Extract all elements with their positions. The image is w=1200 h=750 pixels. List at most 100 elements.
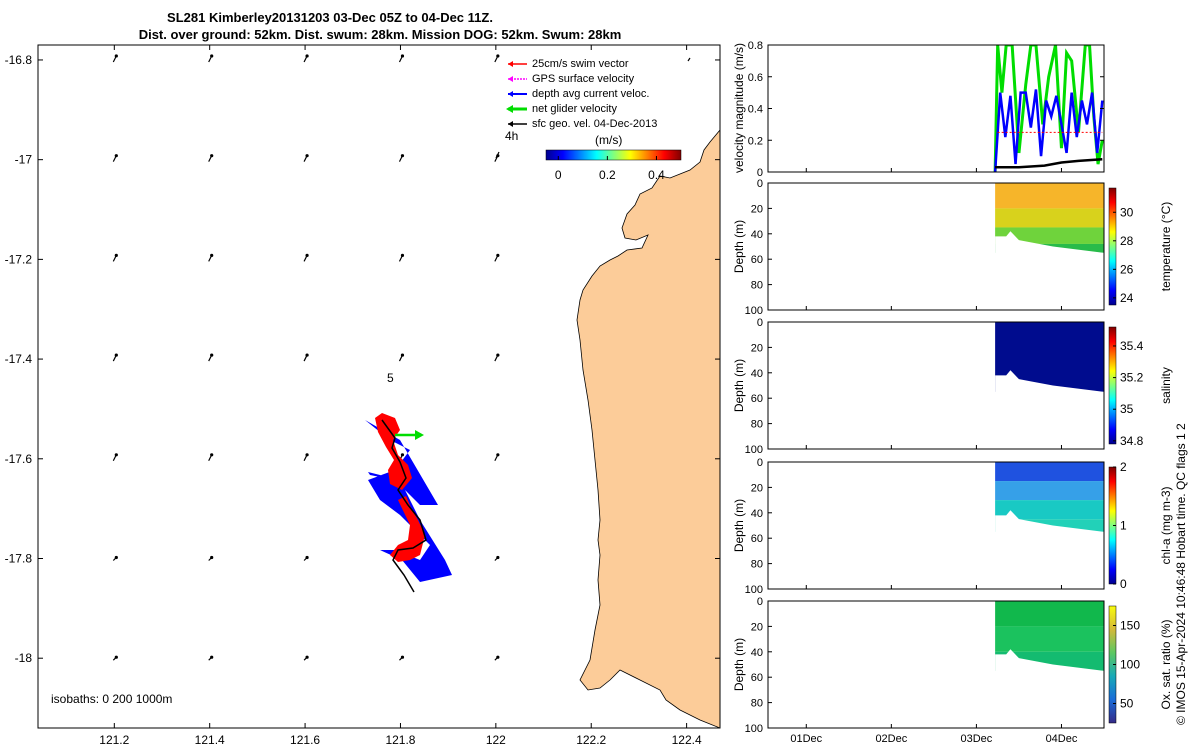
depth-tick-label: 20: [751, 203, 763, 215]
depth-ylabel: Depth (m): [732, 359, 746, 412]
surface-vector-head: [305, 154, 309, 158]
surface-vector-head: [210, 353, 214, 357]
colorbar-tick-label: 35: [1120, 402, 1134, 416]
surface-vector-head: [114, 655, 118, 659]
lon-tick-label: 121.6: [290, 733, 320, 747]
section-data-band: [995, 481, 1104, 501]
surface-vector-head: [496, 353, 500, 357]
lon-tick-label: 121.2: [99, 733, 129, 747]
section-data-band: [995, 462, 1104, 482]
section-data-band: [995, 601, 1104, 627]
surface-vector-head: [114, 353, 118, 357]
surface-vector: [687, 57, 691, 62]
title-line-2: Dist. over ground: 52km. Dist. swum: 28k…: [139, 27, 622, 42]
section-mask: [995, 649, 1104, 728]
map-legend: 25cm/s swim vector GPS surface velocity …: [506, 58, 657, 130]
section-data-band: [995, 208, 1104, 228]
legend-depth-avg-current: depth avg current veloc.: [532, 88, 649, 100]
surface-vector-head: [114, 555, 118, 560]
colorbar-tick-label: 150: [1120, 619, 1140, 633]
depth-tick-label: 40: [751, 508, 763, 520]
surface-vector-head: [210, 555, 214, 560]
surface-vector-head: [114, 453, 118, 457]
colorbar-tick-label: 0.2: [599, 168, 616, 182]
surface-vector-head: [400, 353, 405, 357]
section-mask: [995, 510, 1104, 589]
section-data-band: [995, 500, 1104, 520]
velocity-ylabel: velocity magnitude (m/s): [732, 43, 746, 173]
chla-section-panel: 0 20 40 60 80 100 Depth (m) 0 1 2 chl-a (mg m-3): [732, 457, 1173, 596]
depth-tick-label: 20: [751, 342, 763, 354]
surface-vector-head: [210, 154, 214, 158]
velocity-tick-label: 0.6: [748, 72, 763, 84]
imos-credit: © IMOS 15-Apr-2024 10:46:48 Hobart time.…: [1174, 423, 1188, 725]
legend-swim-vector: 25cm/s swim vector: [532, 58, 629, 70]
depth-tick-label: 60: [751, 533, 763, 545]
lon-tick-label: 122: [486, 733, 506, 747]
surface-vector-head: [400, 655, 405, 659]
colorbar-tick-label: 2: [1120, 460, 1127, 474]
surface-vector-head: [400, 154, 405, 158]
depth-ylabel: Depth (m): [732, 499, 746, 552]
colorbar-tick-label: 0.4: [648, 168, 665, 182]
velocity-tick-label: 0.8: [748, 40, 763, 52]
lon-tick-label: 122.2: [576, 733, 606, 747]
surface-vector-head: [210, 54, 214, 58]
lat-tick-label: -17.4: [5, 352, 33, 366]
surface-vector-head: [210, 655, 214, 659]
surface-vector-head: [305, 655, 309, 659]
depth-tick-label: 100: [745, 444, 763, 456]
salinity-colorbar-label: salinity: [1159, 367, 1173, 404]
surface-vector-head: [114, 253, 118, 257]
depth-tick-label: 20: [751, 621, 763, 633]
surface-vector-head: [305, 555, 309, 560]
surface-vector-head: [400, 453, 405, 457]
lat-tick-label: -17.6: [5, 452, 33, 466]
depth-tick-label: 100: [745, 584, 763, 596]
colorbar-tick-label: 100: [1120, 658, 1140, 672]
colorbar-tick-label: 0: [555, 168, 562, 182]
colorbar-tick-label: 35.2: [1120, 371, 1144, 385]
surface-vector-head: [114, 54, 118, 58]
net-velocity-arrowhead: [415, 430, 424, 440]
depth-tick-label: 80: [751, 280, 763, 292]
colorbar-tick-label: 26: [1120, 262, 1134, 276]
velocity-series-line: [995, 158, 1103, 169]
date-tick-label: 04Dec: [1046, 733, 1078, 745]
surface-vector-head: [305, 353, 309, 357]
annotation-5: 5: [387, 371, 394, 385]
depth-tick-label: 0: [757, 457, 763, 469]
section-mask: [995, 231, 1104, 310]
velocity-tick-label: 0: [757, 167, 763, 179]
speed-colorbar: [545, 149, 682, 161]
salinity-section-panel: 0 20 40 60 80 100 Depth (m) 34.8 35 35.2 35.4 salin…: [732, 317, 1173, 456]
velocity-tick-label: 0.2: [748, 135, 763, 147]
map-axes: 121.2 121.4 121.6 121.8 122 122.2 122.4 -16.8 -1…: [5, 45, 720, 747]
colorbar-ticks: 0 0.2 0.4: [555, 156, 665, 182]
depth-tick-label: 20: [751, 482, 763, 494]
lat-tick-label: -17.8: [5, 551, 33, 565]
isobaths-legend: isobaths: 0 200 1000m: [51, 692, 172, 706]
velocity-series-line: [993, 45, 1104, 172]
depth-tick-label: 60: [751, 393, 763, 405]
depth-ylabel: Depth (m): [732, 220, 746, 273]
date-tick-label: 01Dec: [790, 733, 822, 745]
lon-tick-label: 121.8: [385, 733, 415, 747]
colorbar-tick-label: 34.8: [1120, 434, 1144, 448]
colorbar-tick-label: 50: [1120, 697, 1134, 711]
salinity-colorbar: [1108, 326, 1117, 445]
lat-tick-label: -17.2: [5, 252, 33, 266]
velocity-panel: 0 0.2 0.4 0.6 0.8 velocity magnitude (m/s): [732, 40, 1105, 179]
oxygen-section-panel: 0 20 40 60 80 100 Depth (m) 50 100 150 Ox. sat. ra…: [732, 596, 1173, 735]
lat-tick-label: -18: [15, 651, 33, 665]
surface-vector-head: [305, 54, 309, 58]
colorbar-tick-label: 1: [1120, 519, 1127, 533]
depth-tick-label: 0: [757, 178, 763, 190]
velocity-series-line: [993, 89, 1104, 172]
date-axis: 01Dec 02Dec 03Dec 04Dec: [790, 168, 1078, 745]
depth-tick-label: 100: [745, 723, 763, 735]
depth-tick-label: 80: [751, 419, 763, 431]
surface-vector-head: [400, 253, 405, 257]
colorbar-tick-label: 0: [1120, 577, 1127, 591]
